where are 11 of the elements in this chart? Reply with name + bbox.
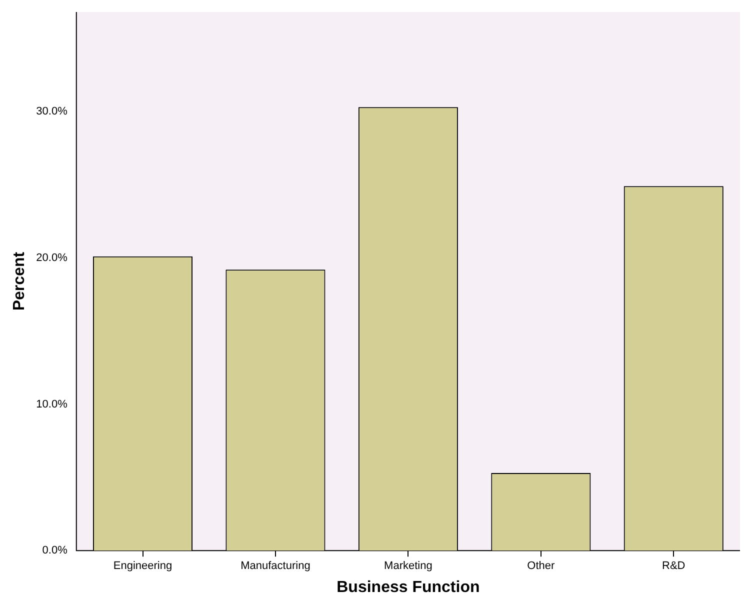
- y-axis-title: Percent: [11, 251, 28, 311]
- x-tick-label: Marketing: [384, 560, 432, 572]
- x-tick-label: Other: [527, 560, 556, 572]
- y-tick-label: 10.0%: [36, 398, 68, 410]
- x-axis-title: Business Function: [336, 578, 480, 596]
- x-tick-label: R&D: [662, 560, 686, 572]
- y-tick-label: 0.0%: [42, 544, 68, 557]
- x-tick-label: Engineering: [113, 560, 172, 572]
- y-tick-label: 20.0%: [36, 252, 68, 264]
- x-tick-label: Manufacturing: [240, 560, 310, 572]
- y-tick-label: 30.0%: [36, 106, 68, 118]
